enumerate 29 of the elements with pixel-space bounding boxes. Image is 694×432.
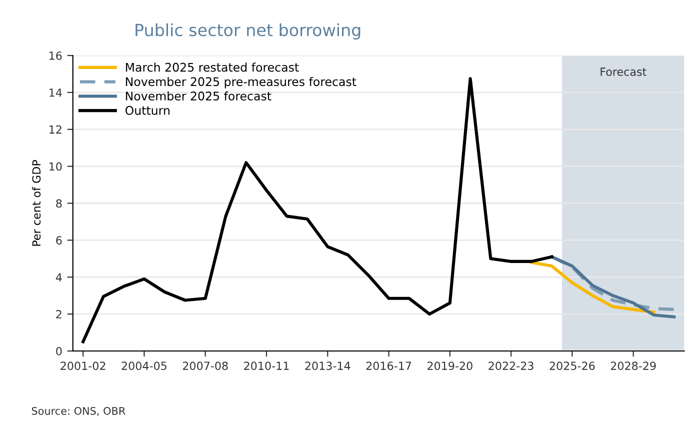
x-tick-label: 2001-02 (60, 362, 106, 370)
x-tick-label: 2022-23 (488, 362, 534, 370)
y-tick-label: 4 (56, 273, 62, 282)
x-tick-label: 2028-29 (610, 362, 656, 370)
chart-title: Public sector net borrowing (136, 23, 360, 40)
x-tick-label: 2010-11 (244, 362, 289, 370)
y-tick-label: 8 (56, 199, 62, 208)
legend-label: November 2025 forecast (126, 91, 272, 100)
x-tick-label: 2025-26 (550, 362, 595, 370)
x-tick-label: 2004-05 (122, 362, 166, 370)
legend-label: March 2025 restated forecast (126, 62, 299, 72)
x-tick-label: 2016-17 (366, 362, 412, 370)
y-tick-label: 16 (50, 51, 62, 60)
x-tick-label: 2007-08 (182, 362, 228, 370)
x-tick-label: 2013-14 (305, 362, 350, 370)
y-tick-label: 6 (56, 236, 62, 245)
text: Forecast (600, 68, 646, 76)
y-tick-label: 14 (50, 88, 62, 97)
y-axis-title: Per cent of GDP (32, 160, 41, 246)
x-tick-label: 2019-20 (428, 362, 472, 370)
y-tick-label: 10 (50, 162, 62, 171)
legend-label: Outturn (125, 106, 170, 115)
line-series (82, 77, 554, 344)
y-tick-label: 2 (56, 310, 62, 318)
line-series (530, 260, 656, 314)
source-note: Source: ONS, OBR (32, 406, 126, 416)
y-tick-label: 12 (50, 125, 62, 134)
y-tick-label: 0 (56, 346, 62, 356)
legend-label: November 2025 pre-measures forecast (126, 76, 356, 88)
